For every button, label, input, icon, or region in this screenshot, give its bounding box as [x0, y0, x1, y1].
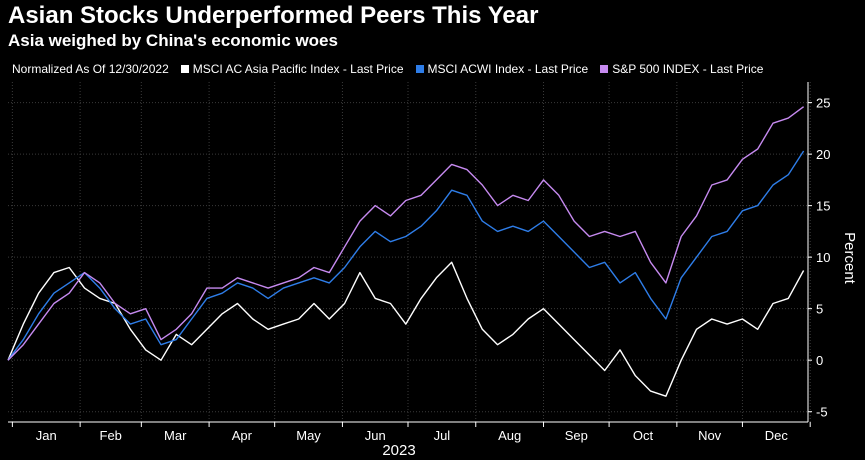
y-tick-label: 20: [816, 147, 830, 162]
y-tick-label: 0: [816, 353, 823, 368]
x-tick-label: Feb: [100, 428, 122, 443]
chart-title: Asian Stocks Underperformed Peers This Y…: [8, 2, 539, 29]
legend-label-asia-pacific: MSCI AC Asia Pacific Index - Last Price: [192, 62, 404, 76]
legend-label-acwi: MSCI ACWI Index - Last Price: [427, 62, 589, 76]
series-line-2: [7, 106, 805, 361]
chart-subtitle: Asia weighed by China's economic woes: [8, 31, 338, 50]
legend-item-acwi: MSCI ACWI Index - Last Price: [415, 62, 589, 76]
series-line-1: [7, 150, 805, 361]
y-axis: -5 0 5 10 15 20 25: [807, 82, 830, 422]
y-tick-label: 10: [816, 250, 830, 265]
y-tick-label: 5: [816, 302, 823, 317]
x-tick-label: Oct: [633, 428, 654, 443]
x-tick-label: Apr: [232, 428, 253, 443]
legend-item-sp500: S&P 500 INDEX - Last Price: [600, 62, 763, 76]
x-tick-label: Sep: [565, 428, 588, 443]
x-tick-label: Jun: [365, 428, 386, 443]
legend-label-sp500: S&P 500 INDEX - Last Price: [612, 62, 764, 76]
y-tick-label: 25: [816, 96, 830, 111]
x-tick-label: Aug: [498, 428, 521, 443]
y-tick-label: 15: [816, 199, 830, 214]
gridlines: [8, 82, 811, 422]
x-tick-label: Mar: [164, 428, 187, 443]
legend-swatch-acwi: [415, 65, 424, 73]
legend: Normalized As Of 12/30/2022 MSCI AC Asia…: [12, 62, 775, 76]
series-lines: [7, 106, 805, 397]
legend-note: Normalized As Of 12/30/2022: [12, 62, 169, 76]
x-tick-label: Jul: [434, 428, 451, 443]
x-axis: Jan Feb Mar Apr May Jun Jul Aug Sep Oct Nov Dec: [8, 421, 811, 443]
y-tick-label: -5: [816, 405, 828, 420]
y-axis-title: Percent: [841, 232, 858, 285]
legend-swatch-sp500: [600, 65, 609, 73]
x-tick-label: Dec: [765, 428, 789, 443]
legend-swatch-asia-pacific: [180, 65, 189, 73]
x-tick-label: May: [296, 428, 321, 443]
x-tick-label: Jan: [36, 428, 57, 443]
x-tick-label: Nov: [698, 428, 722, 443]
x-axis-title: 2023: [382, 442, 415, 459]
series-line-0: [7, 261, 805, 397]
legend-item-asia-pacific: MSCI AC Asia Pacific Index - Last Price: [180, 62, 404, 76]
